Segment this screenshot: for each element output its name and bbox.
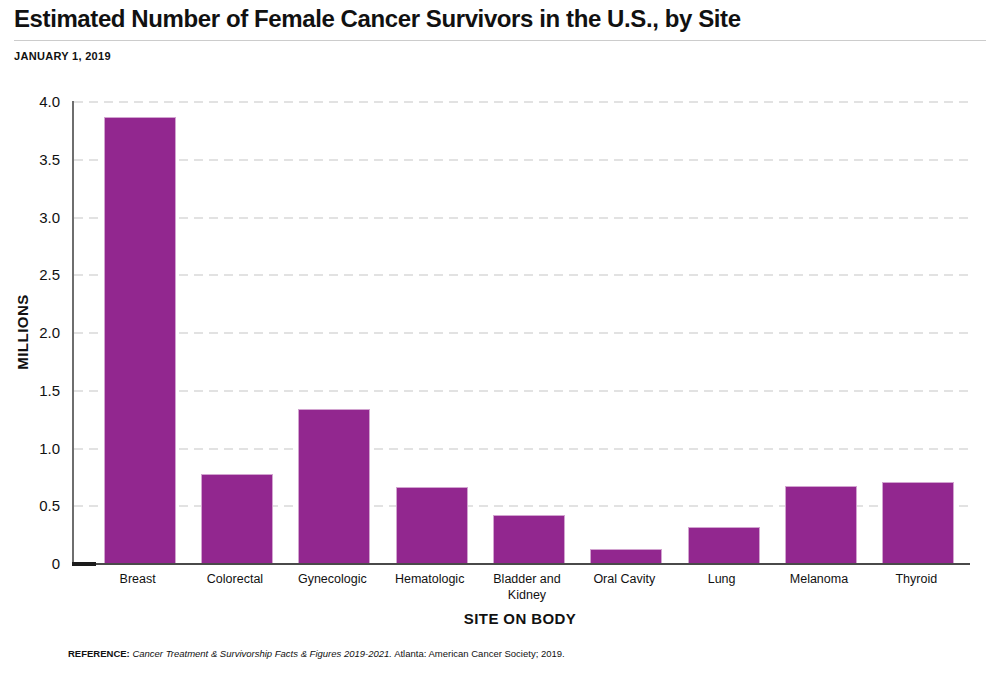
- y-tick-label: 0.5: [39, 497, 60, 514]
- bar-slot-melanoma: [772, 101, 869, 563]
- y-tick-label: 1.5: [39, 381, 60, 398]
- y-tick-label: 4.0: [39, 93, 60, 110]
- x-tick-label-thyroid: Thyroid: [868, 572, 965, 603]
- x-tick-label-oral-cavity: Oral Cavity: [576, 572, 673, 603]
- bar-hematologic: [396, 487, 468, 563]
- x-tick-label-breast: Breast: [89, 572, 186, 603]
- title-divider: [14, 40, 986, 41]
- y-tick-label: 2.0: [39, 324, 60, 341]
- reference-label: REFERENCE:: [68, 648, 130, 659]
- bar-thyroid: [882, 482, 954, 563]
- y-axis-ticks: 4.03.53.02.52.01.51.00.50: [0, 101, 60, 563]
- reference: REFERENCE: Cancer Treatment & Survivorsh…: [68, 648, 565, 659]
- bar-slot-oral-cavity: [578, 101, 675, 563]
- page-title: Estimated Number of Female Cancer Surviv…: [14, 5, 741, 33]
- x-tick-label-hematologic: Hematologic: [381, 572, 478, 603]
- chart-page: Estimated Number of Female Cancer Surviv…: [0, 0, 1000, 680]
- bar-gynecologic: [298, 409, 370, 563]
- chart-subtitle: JANUARY 1, 2019: [14, 50, 111, 62]
- x-axis-label: SITE ON BODY: [72, 610, 968, 627]
- y-tick-label: 3.0: [39, 208, 60, 225]
- bar-slot-gynecologic: [286, 101, 383, 563]
- plot-area: [72, 101, 970, 565]
- bar-oral-cavity: [590, 549, 662, 563]
- bar-colorectal: [201, 474, 273, 563]
- bars-container: [74, 101, 970, 563]
- bar-slot-colorectal: [188, 101, 285, 563]
- y-tick-label: 3.5: [39, 150, 60, 167]
- reference-source: Cancer Treatment & Survivorship Facts & …: [132, 648, 392, 659]
- bar-breast: [104, 117, 176, 563]
- x-tick-label-bladder-and-kidney: Bladder and Kidney: [478, 572, 575, 603]
- axis-corner-tick: [72, 562, 96, 566]
- x-tick-label-colorectal: Colorectal: [186, 572, 283, 603]
- bar-lung: [688, 527, 760, 563]
- bar-slot-breast: [91, 101, 188, 563]
- bar-slot-lung: [675, 101, 772, 563]
- y-tick-label: 2.5: [39, 266, 60, 283]
- x-tick-label-lung: Lung: [673, 572, 770, 603]
- bar-bladder-and-kidney: [493, 515, 565, 564]
- x-tick-label-gynecologic: Gynecologic: [284, 572, 381, 603]
- x-tick-label-melanoma: Melanoma: [770, 572, 867, 603]
- bar-slot-hematologic: [383, 101, 480, 563]
- bar-slot-bladder-and-kidney: [480, 101, 577, 563]
- y-tick-label: 0: [52, 555, 60, 572]
- reference-publisher: Atlanta: American Cancer Society; 2019.: [394, 648, 565, 659]
- bar-slot-thyroid: [870, 101, 967, 563]
- bar-melanoma: [785, 486, 857, 563]
- x-axis-tick-labels: BreastColorectalGynecologicHematologicBl…: [72, 572, 968, 603]
- y-tick-label: 1.0: [39, 439, 60, 456]
